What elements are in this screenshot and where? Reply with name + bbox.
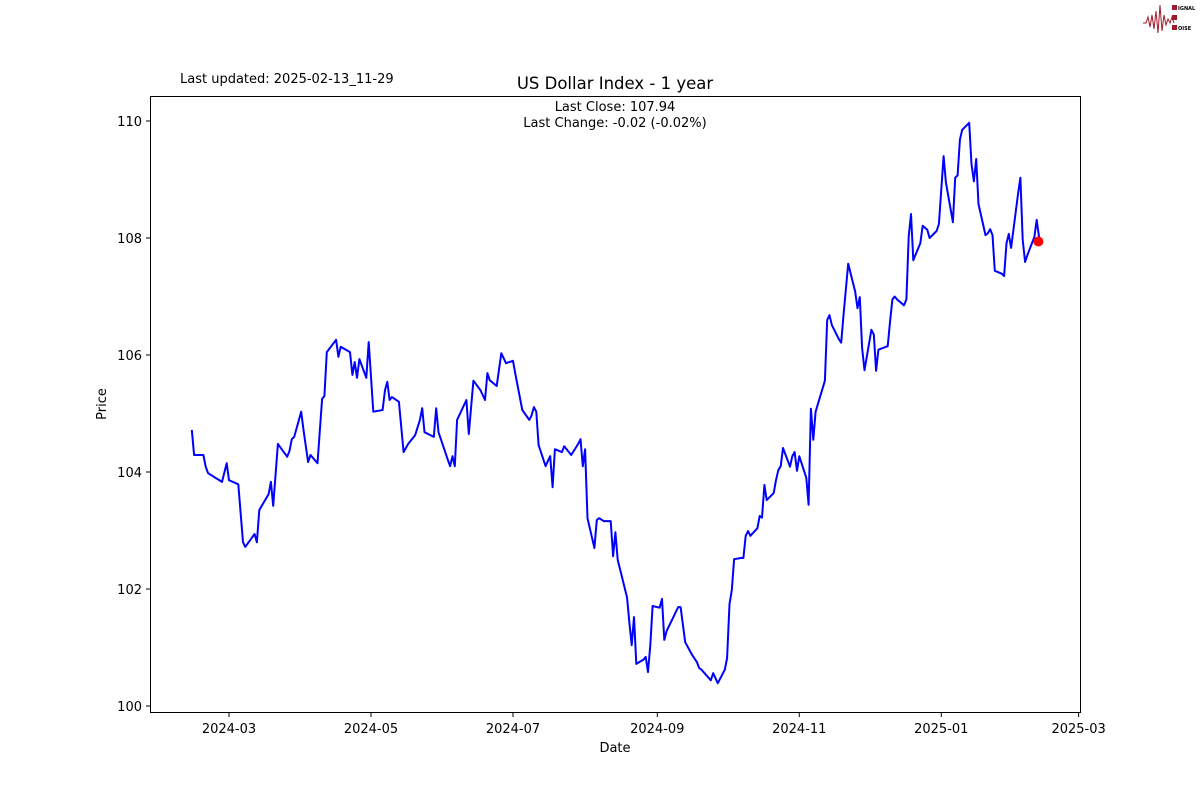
- x-tick-label: 2025-01: [914, 722, 968, 737]
- x-tick-label: 2024-05: [344, 722, 398, 737]
- x-tick-label: 2024-07: [486, 722, 540, 737]
- x-tick-label: 2024-09: [630, 722, 684, 737]
- y-tick-label: 104: [117, 466, 142, 481]
- plot-area: [150, 96, 1081, 713]
- y-axis: 100 102 104 106 108 110: [117, 115, 151, 715]
- last-close-marker: [1033, 236, 1044, 247]
- waveform-icon: IGNAL OISE: [1143, 4, 1196, 34]
- y-axis-label: Price: [95, 388, 110, 420]
- y-tick-label: 100: [117, 700, 142, 715]
- y-tick-label: 106: [117, 349, 142, 364]
- price-line: [190, 121, 1043, 685]
- x-tick-label: 2024-11: [772, 722, 826, 737]
- last-updated-text: Last updated: 2025-02-13_11-29: [180, 72, 394, 87]
- x-tick-label: 2024-03: [202, 722, 256, 737]
- svg-text:IGNAL: IGNAL: [1178, 6, 1196, 12]
- signal2noise-logo: IGNAL OISE: [1143, 3, 1198, 37]
- x-axis: 2024-03 2024-05 2024-07 2024-09 2024-11 2025-…: [202, 712, 1106, 737]
- y-tick-label: 110: [117, 115, 142, 130]
- last-change-annotation: Last Change: -0.02 (-0.02%): [523, 116, 706, 131]
- last-close-annotation: Last Close: 107.94: [555, 100, 676, 115]
- y-tick-label: 102: [117, 583, 142, 598]
- chart-title: US Dollar Index - 1 year: [517, 74, 714, 93]
- x-tick-label: 2025-03: [1051, 722, 1105, 737]
- x-axis-label: Date: [599, 741, 630, 756]
- y-tick-label: 108: [117, 232, 142, 247]
- svg-text:OISE: OISE: [1178, 26, 1192, 32]
